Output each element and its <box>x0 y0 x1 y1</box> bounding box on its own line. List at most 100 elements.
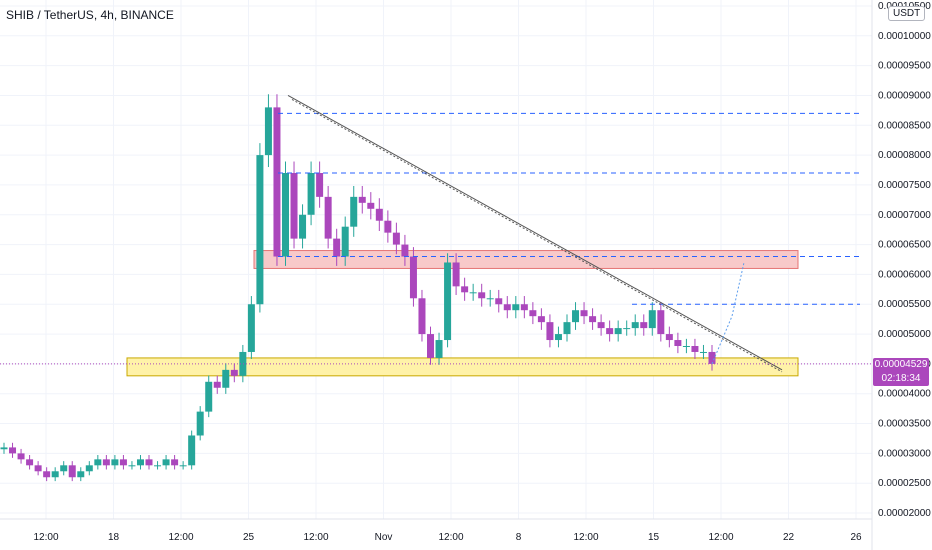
candle-body <box>85 465 93 472</box>
x-tick-label: 12:00 <box>168 532 193 543</box>
candle-body <box>111 459 119 466</box>
x-tick-label: 12:00 <box>573 532 598 543</box>
candle-body <box>657 310 665 335</box>
y-tick-label: 0.00004000 <box>878 389 931 400</box>
candle-body <box>708 351 716 364</box>
candle-body <box>384 220 392 233</box>
candle-body <box>563 322 571 335</box>
y-tick-label: 0.00006500 <box>878 240 931 251</box>
y-tick-label: 0.00003500 <box>878 419 931 430</box>
candle-body <box>409 256 417 299</box>
candle-body <box>213 381 221 388</box>
x-tick-label: 15 <box>648 532 660 543</box>
candle-body <box>102 459 110 466</box>
x-tick-label: 12:00 <box>708 532 733 543</box>
candle-body <box>392 232 400 245</box>
candle-body <box>367 202 375 209</box>
y-tick-label: 0.00010000 <box>878 31 931 42</box>
y-tick-label: 0.00009500 <box>878 61 931 72</box>
candle-body <box>307 173 315 215</box>
candle-body <box>520 304 528 311</box>
candle-body <box>554 334 562 341</box>
currency-badge[interactable]: USDT <box>888 6 926 21</box>
candle-body <box>239 351 247 376</box>
candle-body <box>179 465 187 467</box>
y-tick-label: 0.00003000 <box>878 448 931 459</box>
time-axis[interactable]: 12:00 18 12:00 25 12:00 Nov 12:00 8 12:00 15 12:00… <box>33 532 862 543</box>
resistance-zone[interactable] <box>253 250 799 269</box>
candle-body <box>316 173 324 197</box>
candle-body <box>699 351 707 353</box>
candle-body <box>665 334 673 341</box>
candle-body <box>9 447 17 454</box>
candle-body <box>119 459 127 466</box>
candle-body <box>589 316 597 323</box>
y-tick-label: 0.00009000 <box>878 90 931 101</box>
candle-body <box>444 262 452 341</box>
candle-body <box>162 459 170 466</box>
candle-body <box>188 435 196 466</box>
candle-body <box>324 196 332 239</box>
candle-body <box>26 459 34 466</box>
support-zone[interactable] <box>126 357 799 377</box>
candle-body <box>205 381 213 412</box>
candle-body <box>495 298 503 305</box>
projection-path[interactable] <box>711 262 745 365</box>
last-price-value: 0.00004529 <box>874 359 928 370</box>
x-tick-label: 12:00 <box>303 532 328 543</box>
candle-body <box>580 310 588 317</box>
candle-body <box>427 334 435 358</box>
candle-body <box>537 316 545 323</box>
drawings[interactable] <box>0 95 872 373</box>
candle-body <box>247 304 255 352</box>
chart-title: SHIB / TetherUS, 4h, BINANCE <box>6 8 174 22</box>
candle-body <box>196 411 204 436</box>
x-tick-label: 22 <box>783 532 795 543</box>
candle-body <box>0 447 8 450</box>
candle-body <box>128 465 136 467</box>
candle-body <box>264 107 272 156</box>
candle-body <box>614 328 622 335</box>
x-tick-label: 8 <box>516 532 522 543</box>
last-price-countdown: 02:18:34 <box>881 373 921 384</box>
y-tick-label: 0.00007000 <box>878 210 931 221</box>
candle-body <box>469 292 477 294</box>
candle-body <box>171 459 179 466</box>
candle-body <box>401 244 409 257</box>
trendline[interactable] <box>287 95 783 371</box>
candle-body <box>43 471 51 478</box>
x-tick-label: 18 <box>108 532 120 543</box>
candle-body <box>503 304 511 311</box>
candle-body <box>691 346 699 352</box>
candle-body <box>350 196 358 227</box>
candle-body <box>17 453 25 460</box>
candle-body <box>333 238 341 257</box>
candle-body <box>281 173 289 257</box>
candle-body <box>375 208 383 221</box>
candle-body <box>478 292 486 299</box>
x-tick-label: Nov <box>375 532 393 543</box>
price-axis[interactable]: 0.00002000 0.00002500 0.00003000 0.00003500… <box>878 1 931 519</box>
candle-body <box>418 298 426 335</box>
candle-body <box>631 322 639 329</box>
candle-body <box>94 459 102 466</box>
y-tick-label: 0.00007500 <box>878 180 931 191</box>
candle-body <box>51 471 59 478</box>
trendline-inner[interactable] <box>291 99 783 373</box>
candle-body <box>230 369 238 376</box>
x-tick-label: 25 <box>243 532 255 543</box>
x-tick-label: 12:00 <box>33 532 58 543</box>
candle-body <box>623 328 631 330</box>
x-tick-label: 26 <box>850 532 862 543</box>
candle-body <box>512 304 520 311</box>
y-tick-label: 0.00005500 <box>878 299 931 310</box>
x-tick-label: 12:00 <box>438 532 463 543</box>
candle-body <box>273 107 281 257</box>
last-price-tag: 0.00004529 02:18:34 <box>873 358 929 386</box>
candle-body <box>435 340 443 358</box>
candle-body <box>452 262 460 287</box>
candle-body <box>572 310 580 323</box>
candle-body <box>290 173 298 239</box>
candle-body <box>34 465 42 472</box>
